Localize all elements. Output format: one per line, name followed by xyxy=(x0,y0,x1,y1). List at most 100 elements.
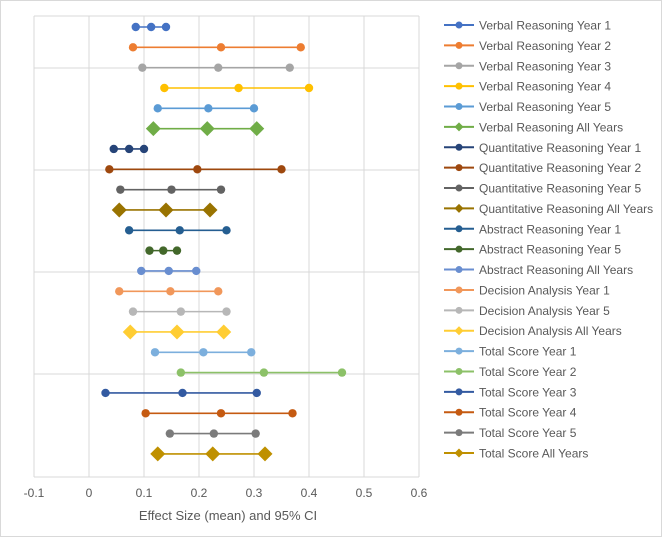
diamond-marker xyxy=(199,121,215,137)
circle-marker xyxy=(455,164,463,172)
series-row xyxy=(131,22,171,32)
diamond-marker xyxy=(454,448,464,458)
legend-item: Verbal Reasoning Year 4 xyxy=(444,80,611,94)
circle-marker xyxy=(209,429,219,438)
circle-marker xyxy=(455,225,463,233)
diamond-marker xyxy=(454,122,464,132)
series-row xyxy=(138,63,294,72)
diamond-marker xyxy=(257,446,273,462)
x-tick-label: -0.1 xyxy=(24,486,45,500)
circle-marker xyxy=(139,144,149,154)
circle-marker xyxy=(101,388,110,398)
circle-marker xyxy=(216,43,226,52)
x-tick-label: 0.3 xyxy=(246,486,263,500)
legend-label: Verbal Reasoning Year 3 xyxy=(479,59,611,73)
circle-marker xyxy=(455,266,463,274)
circle-marker xyxy=(259,368,269,377)
legend-item: Total Score All Years xyxy=(444,446,588,460)
circle-marker xyxy=(176,307,186,316)
series-row xyxy=(128,43,305,52)
legend-label: Total Score Year 4 xyxy=(479,406,577,420)
legend-item: Decision Analysis Year 5 xyxy=(444,304,610,318)
diamond-marker xyxy=(122,324,138,340)
legend-item: Quantitative Reasoning Year 1 xyxy=(444,141,641,155)
legend-item: Decision Analysis Year 1 xyxy=(444,283,610,297)
series-row xyxy=(137,266,201,276)
circle-marker xyxy=(455,408,463,416)
circle-marker xyxy=(222,226,231,235)
diamond-marker xyxy=(111,202,127,218)
legend-label: Total Score Year 2 xyxy=(479,365,577,379)
series-row xyxy=(109,144,149,154)
series-row xyxy=(122,324,232,340)
circle-marker xyxy=(455,184,463,192)
legend-item: Total Score Year 4 xyxy=(444,406,577,420)
circle-marker xyxy=(249,104,259,113)
legend-label: Verbal Reasoning All Years xyxy=(479,120,623,134)
series-row xyxy=(105,165,286,174)
series-row xyxy=(165,429,260,438)
x-axis-ticks: -0.1 0 0.1 0.2 0.3 0.4 0.5 0.6 xyxy=(24,486,428,500)
circle-marker xyxy=(199,348,208,357)
circle-marker xyxy=(455,429,463,437)
diamond-marker xyxy=(145,121,161,137)
circle-marker xyxy=(138,63,147,72)
legend-item: Abstract Reasoning Year 1 xyxy=(444,222,621,236)
series-row xyxy=(115,287,223,296)
diamond-marker xyxy=(150,446,166,462)
circle-marker xyxy=(178,388,187,398)
series-row xyxy=(128,307,231,316)
circle-marker xyxy=(455,103,463,111)
series-row xyxy=(145,121,265,137)
diamond-marker xyxy=(158,202,174,218)
legend-item: Verbal Reasoning Year 2 xyxy=(444,39,611,53)
circle-marker xyxy=(176,368,186,377)
legend-label: Verbal Reasoning Year 2 xyxy=(479,39,611,53)
legend-label: Total Score All Years xyxy=(479,446,588,460)
legend-item: Total Score Year 3 xyxy=(444,385,577,399)
circle-marker xyxy=(116,185,125,194)
circle-marker xyxy=(222,307,231,316)
gridlines xyxy=(33,15,420,478)
circle-marker xyxy=(455,388,463,396)
circle-marker xyxy=(277,165,286,174)
x-tick-label: 0.2 xyxy=(191,486,208,500)
legend-item: Quantitative Reasoning All Years xyxy=(444,202,653,216)
circle-marker xyxy=(165,429,175,438)
series-row xyxy=(150,446,273,462)
circle-marker xyxy=(337,368,347,377)
legend-label: Quantitative Reasoning Year 2 xyxy=(479,161,641,175)
series-row xyxy=(150,348,256,357)
circle-marker xyxy=(175,226,184,235)
circle-marker xyxy=(214,287,223,296)
circle-marker xyxy=(159,246,168,255)
circle-marker xyxy=(146,22,156,32)
legend-label: Decision Analysis Year 1 xyxy=(479,283,610,297)
legend-item: Verbal Reasoning Year 1 xyxy=(444,19,611,33)
legend-label: Verbal Reasoning Year 4 xyxy=(479,80,611,94)
circle-marker xyxy=(124,144,134,154)
circle-marker xyxy=(167,185,176,194)
series-row xyxy=(124,226,231,235)
series-row xyxy=(160,83,314,93)
circle-marker xyxy=(455,41,463,49)
diamond-marker xyxy=(169,324,185,340)
circle-marker xyxy=(150,348,160,357)
x-tick-label: 0.4 xyxy=(301,486,318,500)
legend-item: Verbal Reasoning Year 3 xyxy=(444,59,611,73)
circle-marker xyxy=(128,307,138,316)
circle-marker xyxy=(128,43,138,52)
series-row xyxy=(176,368,347,377)
circle-marker xyxy=(247,348,256,357)
circle-marker xyxy=(455,347,463,355)
circle-marker xyxy=(161,22,171,32)
circle-marker xyxy=(251,429,260,438)
circle-marker xyxy=(455,286,463,294)
circle-marker xyxy=(216,185,226,194)
circle-marker xyxy=(137,266,146,276)
circle-marker xyxy=(252,388,261,398)
diamond-marker xyxy=(454,203,464,213)
circle-marker xyxy=(455,306,463,314)
x-tick-label: 0.6 xyxy=(411,486,428,500)
